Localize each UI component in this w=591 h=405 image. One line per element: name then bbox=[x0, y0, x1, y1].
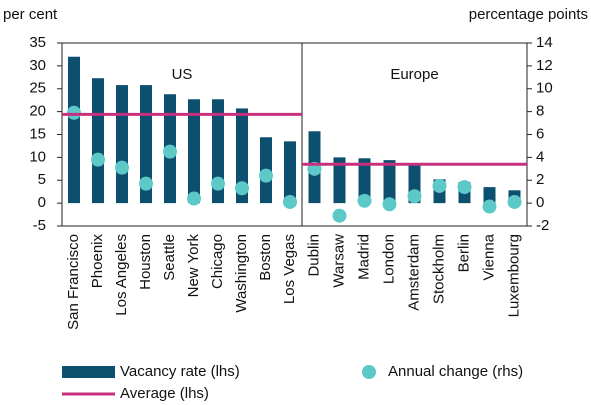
x-tick-label: Berlin bbox=[455, 234, 472, 272]
bar bbox=[284, 141, 296, 204]
y2-axis-label: percentage points bbox=[469, 6, 588, 23]
bar bbox=[483, 187, 496, 204]
panel-title: Europe bbox=[390, 66, 438, 83]
x-tick-label: Phoenix bbox=[89, 234, 106, 289]
y-tick-label: 25 bbox=[29, 80, 46, 97]
y2-tick-label: 12 bbox=[536, 57, 553, 74]
dot bbox=[67, 105, 81, 120]
x-tick-label: Boston bbox=[257, 234, 274, 281]
y-tick-label: 35 bbox=[29, 34, 46, 51]
x-tick-label: Los Vegas bbox=[281, 234, 298, 304]
bar bbox=[236, 108, 248, 204]
y2-tick-label: -2 bbox=[536, 217, 549, 234]
bar bbox=[358, 158, 371, 204]
dot bbox=[407, 189, 422, 204]
y-tick-label: 0 bbox=[38, 194, 46, 211]
y2-tick-label: 14 bbox=[536, 34, 553, 51]
dot bbox=[163, 144, 177, 159]
y-tick-label: 15 bbox=[29, 125, 46, 142]
y-tick-label: 20 bbox=[29, 103, 46, 120]
dot bbox=[211, 176, 225, 191]
dot bbox=[235, 181, 249, 196]
bar bbox=[188, 99, 200, 204]
x-tick-label: Amsterdam bbox=[405, 234, 422, 311]
bar bbox=[333, 157, 346, 204]
legend-label: Average (lhs) bbox=[120, 385, 209, 402]
y2-tick-label: 2 bbox=[536, 171, 544, 188]
dot bbox=[507, 194, 522, 209]
x-tick-label: San Francisco bbox=[65, 234, 82, 330]
x-tick-label: Washington bbox=[233, 234, 250, 313]
dot bbox=[283, 194, 297, 209]
legend-swatch bbox=[62, 366, 115, 378]
dot bbox=[357, 193, 372, 208]
bar bbox=[92, 78, 104, 204]
x-tick-label: Luxembourg bbox=[505, 234, 522, 317]
x-tick-label: Madrid bbox=[355, 234, 372, 280]
legend-label: Annual change (rhs) bbox=[388, 363, 523, 380]
panel-title: US bbox=[172, 66, 193, 83]
dot bbox=[382, 197, 397, 212]
dot bbox=[187, 191, 201, 206]
y-tick-label: 10 bbox=[29, 148, 46, 165]
bar bbox=[212, 99, 224, 204]
y2-tick-label: 6 bbox=[536, 125, 544, 142]
y-tick-label: 5 bbox=[38, 171, 46, 188]
x-tick-label: Chicago bbox=[209, 234, 226, 289]
dot bbox=[332, 208, 347, 223]
y2-tick-label: 0 bbox=[536, 194, 544, 211]
dot bbox=[115, 160, 129, 175]
dot bbox=[139, 176, 153, 191]
x-tick-label: Dublin bbox=[305, 234, 322, 277]
x-tick-label: Houston bbox=[137, 234, 154, 290]
bar bbox=[116, 85, 128, 204]
x-tick-label: New York bbox=[185, 234, 202, 298]
dot bbox=[259, 168, 273, 183]
bar bbox=[68, 56, 80, 204]
legend-label: Vacancy rate (lhs) bbox=[120, 363, 240, 380]
legend-swatch bbox=[362, 365, 376, 379]
x-tick-label: Stockholm bbox=[430, 234, 447, 304]
y-tick-label: -5 bbox=[33, 217, 46, 234]
dot bbox=[432, 178, 447, 193]
x-tick-label: Warsaw bbox=[330, 234, 347, 288]
bar bbox=[383, 160, 396, 204]
y-tick-label: 30 bbox=[29, 57, 46, 74]
y-axis-label: per cent bbox=[3, 6, 58, 23]
dot bbox=[457, 180, 472, 195]
y2-tick-label: 10 bbox=[536, 80, 553, 97]
y2-tick-label: 4 bbox=[536, 148, 544, 165]
x-tick-label: Seattle bbox=[161, 234, 178, 281]
x-tick-label: Vienna bbox=[480, 233, 497, 280]
x-tick-label: Los Angeles bbox=[113, 234, 130, 316]
x-tick-label: London bbox=[380, 234, 397, 284]
dot bbox=[482, 199, 497, 214]
dot bbox=[91, 152, 105, 167]
y2-tick-label: 8 bbox=[536, 103, 544, 120]
